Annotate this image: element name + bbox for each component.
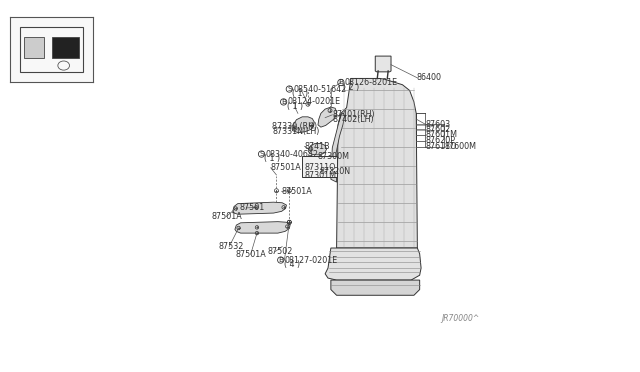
Text: 87603: 87603: [426, 120, 451, 129]
Text: B: B: [339, 80, 344, 86]
Polygon shape: [235, 222, 290, 233]
Polygon shape: [325, 248, 421, 280]
Text: 08340-40642: 08340-40642: [265, 150, 318, 158]
Text: 87501A: 87501A: [236, 250, 266, 259]
Text: 87320N: 87320N: [320, 167, 351, 176]
Text: ( 4 ): ( 4 ): [284, 260, 300, 269]
Text: 87402(LH): 87402(LH): [332, 115, 374, 124]
Polygon shape: [375, 56, 391, 72]
Text: 87311O: 87311O: [305, 163, 336, 172]
Text: 87501A: 87501A: [212, 212, 243, 221]
Text: 87502: 87502: [268, 247, 293, 256]
Polygon shape: [308, 144, 326, 155]
Text: 87501: 87501: [239, 203, 264, 212]
Text: ( 1 ): ( 1 ): [292, 89, 308, 99]
FancyBboxPatch shape: [52, 37, 79, 58]
Text: 08126-8201E: 08126-8201E: [344, 78, 397, 87]
Text: 87501A: 87501A: [282, 187, 312, 196]
Text: B: B: [281, 99, 286, 105]
FancyBboxPatch shape: [24, 37, 44, 58]
Text: 87300M: 87300M: [318, 153, 350, 161]
Text: 87601M: 87601M: [426, 130, 458, 139]
Text: JR70000^: JR70000^: [441, 314, 479, 323]
Text: 87401(RH): 87401(RH): [332, 110, 375, 119]
Text: 87331N(LH): 87331N(LH): [272, 126, 319, 136]
Polygon shape: [292, 117, 314, 132]
Text: ( 1 ): ( 1 ): [264, 154, 280, 163]
Text: 87600M: 87600M: [444, 142, 476, 151]
Text: B: B: [278, 257, 284, 263]
Polygon shape: [331, 113, 344, 182]
Text: 08540-51642: 08540-51642: [293, 84, 346, 93]
Text: S: S: [259, 151, 264, 157]
Text: S: S: [287, 86, 292, 92]
Text: 87620P: 87620P: [426, 137, 456, 145]
Text: 86400: 86400: [417, 73, 442, 82]
Text: ( 1 ): ( 1 ): [287, 102, 303, 111]
FancyBboxPatch shape: [302, 156, 337, 177]
Polygon shape: [233, 202, 287, 214]
Text: 08127-0201E: 08127-0201E: [284, 256, 338, 264]
Text: 87611O: 87611O: [426, 142, 457, 151]
Text: 87602: 87602: [426, 125, 451, 134]
Text: ( 2 ): ( 2 ): [343, 83, 360, 92]
Text: 87501A: 87501A: [271, 163, 301, 172]
Text: 87301M: 87301M: [305, 171, 337, 180]
Text: 8741B: 8741B: [305, 142, 330, 151]
Polygon shape: [337, 78, 417, 248]
Text: 87330 (RH): 87330 (RH): [272, 122, 317, 131]
Polygon shape: [331, 280, 420, 295]
Text: 87532: 87532: [219, 242, 244, 251]
Text: 08124-0201E: 08124-0201E: [287, 97, 340, 106]
Polygon shape: [318, 107, 337, 127]
